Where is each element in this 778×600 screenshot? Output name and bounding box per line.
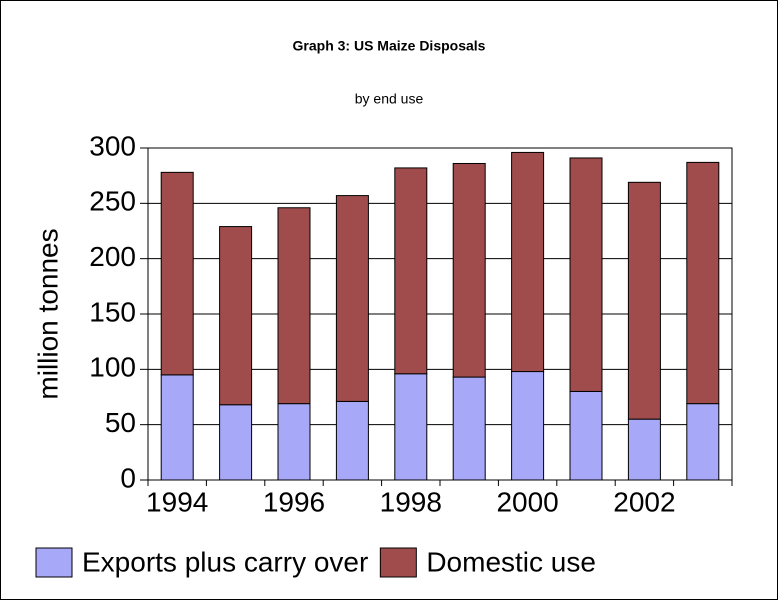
y-axis-label: million tonnes: [32, 228, 63, 399]
legend-label: Domestic use: [426, 546, 596, 577]
chart-title: Graph 3: US Maize Disposals: [293, 38, 486, 54]
y-tick-label: 250: [89, 186, 136, 217]
y-tick-label: 200: [89, 241, 136, 272]
bar-segment: [686, 403, 720, 481]
y-tick-label: 150: [89, 296, 136, 327]
bar-segment: [569, 390, 603, 481]
bar-segment: [160, 374, 194, 481]
bar-segment: [394, 373, 428, 481]
bar-segment: [277, 207, 311, 405]
bar-segment: [277, 403, 311, 481]
x-tick-label: 1998: [380, 486, 442, 517]
y-tick-label: 300: [89, 130, 136, 161]
bar-segment: [452, 162, 486, 378]
legend-swatch: [379, 547, 417, 578]
bar-segment: [160, 171, 194, 376]
x-tick-label: 1996: [263, 486, 325, 517]
x-tick-label: 2002: [613, 486, 675, 517]
bar-segment: [219, 404, 253, 481]
chart-subtitle: by end use: [355, 91, 424, 107]
y-tick-label: 0: [120, 462, 136, 493]
x-tick-label: 1994: [146, 486, 208, 517]
bar-segment: [335, 400, 369, 481]
bar-segment: [394, 167, 428, 375]
y-tick-label: 50: [105, 407, 136, 438]
bar-segment: [627, 418, 661, 481]
y-tick-label: 100: [89, 352, 136, 383]
bar-segment: [686, 161, 720, 405]
x-tick-label: 2000: [496, 486, 558, 517]
legend-label: Exports plus carry over: [82, 546, 368, 577]
legend-swatch: [35, 547, 73, 578]
bar-segment: [452, 376, 486, 481]
bar-segment: [219, 226, 253, 406]
bar-segment: [511, 151, 545, 373]
bar-segment: [511, 371, 545, 481]
bar-segment: [335, 195, 369, 402]
bar-segment: [627, 181, 661, 420]
bar-segment: [569, 157, 603, 392]
